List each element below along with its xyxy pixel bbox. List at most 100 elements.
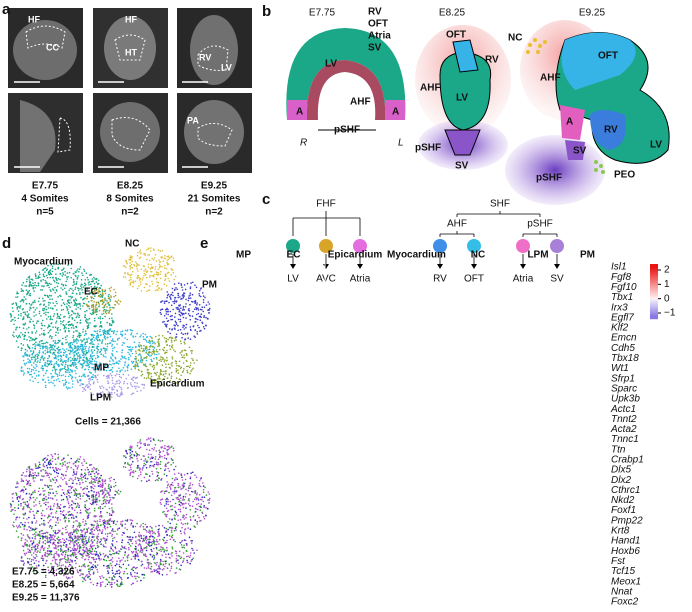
cell-dot <box>34 360 36 362</box>
cell-dot <box>134 368 136 370</box>
cell-dot <box>66 559 68 561</box>
cell-dot <box>69 534 72 537</box>
cell-dot <box>113 485 115 488</box>
cell-dot <box>198 294 201 297</box>
cell-dot <box>55 363 58 365</box>
cell-dot <box>153 439 155 442</box>
cell-dot <box>111 354 114 356</box>
cell-dot <box>158 375 160 377</box>
cell-dot <box>34 471 36 474</box>
cell-dot <box>41 355 44 357</box>
cell-dot <box>103 332 106 334</box>
cell-dot <box>70 301 73 304</box>
cell-dot <box>98 309 101 312</box>
tree-root: SHF <box>490 199 510 210</box>
cell-dot <box>134 451 137 453</box>
cell-dot <box>163 349 165 352</box>
cell-dot <box>49 302 52 304</box>
cell-dot <box>92 336 95 339</box>
cell-dot <box>104 343 107 345</box>
cell-dot <box>60 355 62 357</box>
cell-dot <box>32 380 34 383</box>
cell-dot <box>68 295 70 298</box>
cell-dot <box>172 257 175 260</box>
cell-dot <box>199 509 202 512</box>
cell-dot <box>96 286 98 289</box>
cell-dot <box>187 499 190 501</box>
cell-dot <box>26 350 29 352</box>
cell-dot <box>176 478 178 481</box>
cell-dot <box>73 494 76 496</box>
cell-dot <box>132 536 134 539</box>
outline <box>197 123 233 147</box>
cell-dot <box>150 378 152 380</box>
cell-dot <box>70 323 73 325</box>
cell-dot <box>102 363 105 365</box>
cell-dot <box>64 329 67 332</box>
cell-dot <box>129 448 132 450</box>
cell-dot <box>110 295 112 297</box>
cell-dot <box>159 440 162 442</box>
cell-dot <box>169 332 171 335</box>
cell-dot <box>99 287 102 290</box>
cell-dot <box>47 272 50 274</box>
cell-dot <box>160 548 162 551</box>
cell-dot <box>124 361 127 363</box>
lineage-leaf: OFT <box>464 274 484 285</box>
cell-dot <box>52 344 54 347</box>
umap-clusters <box>9 247 211 398</box>
cell-dot <box>56 475 59 478</box>
cell-dot <box>189 477 192 480</box>
cell-dot <box>149 364 152 366</box>
cell-dot <box>139 534 142 536</box>
cell-dot <box>135 540 137 543</box>
cell-dot <box>180 532 182 535</box>
cell-dot <box>146 336 148 338</box>
cell-dot <box>164 375 166 378</box>
cell-dot <box>167 313 169 316</box>
cell-dot <box>196 359 198 362</box>
cell-dot <box>52 302 54 304</box>
cell-dot <box>130 558 133 560</box>
cell-dot <box>79 287 81 290</box>
cell-dot <box>85 523 88 525</box>
cell-dot <box>60 309 63 311</box>
cell-dot <box>66 466 68 468</box>
cell-dot <box>110 357 112 360</box>
cell-dot <box>112 522 115 524</box>
cell-dot <box>131 392 134 395</box>
cell-dot <box>111 366 114 369</box>
cell-dot <box>57 529 60 532</box>
cell-dot <box>55 331 57 334</box>
cell-dot <box>97 364 100 367</box>
cell-dot <box>170 464 172 466</box>
cell-dot <box>49 318 52 321</box>
cell-dot <box>28 479 31 482</box>
cell-dot <box>99 554 102 556</box>
cell-dot <box>55 467 57 469</box>
cell-dot <box>28 302 31 305</box>
cell-dot <box>109 532 112 534</box>
cell-dot <box>94 371 97 373</box>
cell-dot <box>92 280 94 282</box>
cell-dot <box>125 450 127 453</box>
cell-dot <box>60 494 63 497</box>
cell-dot <box>115 333 117 336</box>
cell-dot <box>202 326 205 328</box>
cell-dot <box>76 483 78 485</box>
cell-dot <box>193 362 195 364</box>
cell-dot <box>57 536 60 538</box>
cell-dot <box>130 550 133 553</box>
cell-dot <box>17 507 20 510</box>
cell-dot <box>124 276 127 279</box>
cell-dot <box>59 339 61 342</box>
cell-dot <box>76 529 79 531</box>
cell-dot <box>57 359 60 361</box>
cell-dot <box>131 255 133 258</box>
cell-dot <box>112 347 114 350</box>
cell-dot <box>151 257 153 260</box>
cell-dot <box>196 303 198 306</box>
cell-dot <box>135 361 138 364</box>
cell-dot <box>83 351 85 353</box>
cell-dot <box>81 462 83 464</box>
